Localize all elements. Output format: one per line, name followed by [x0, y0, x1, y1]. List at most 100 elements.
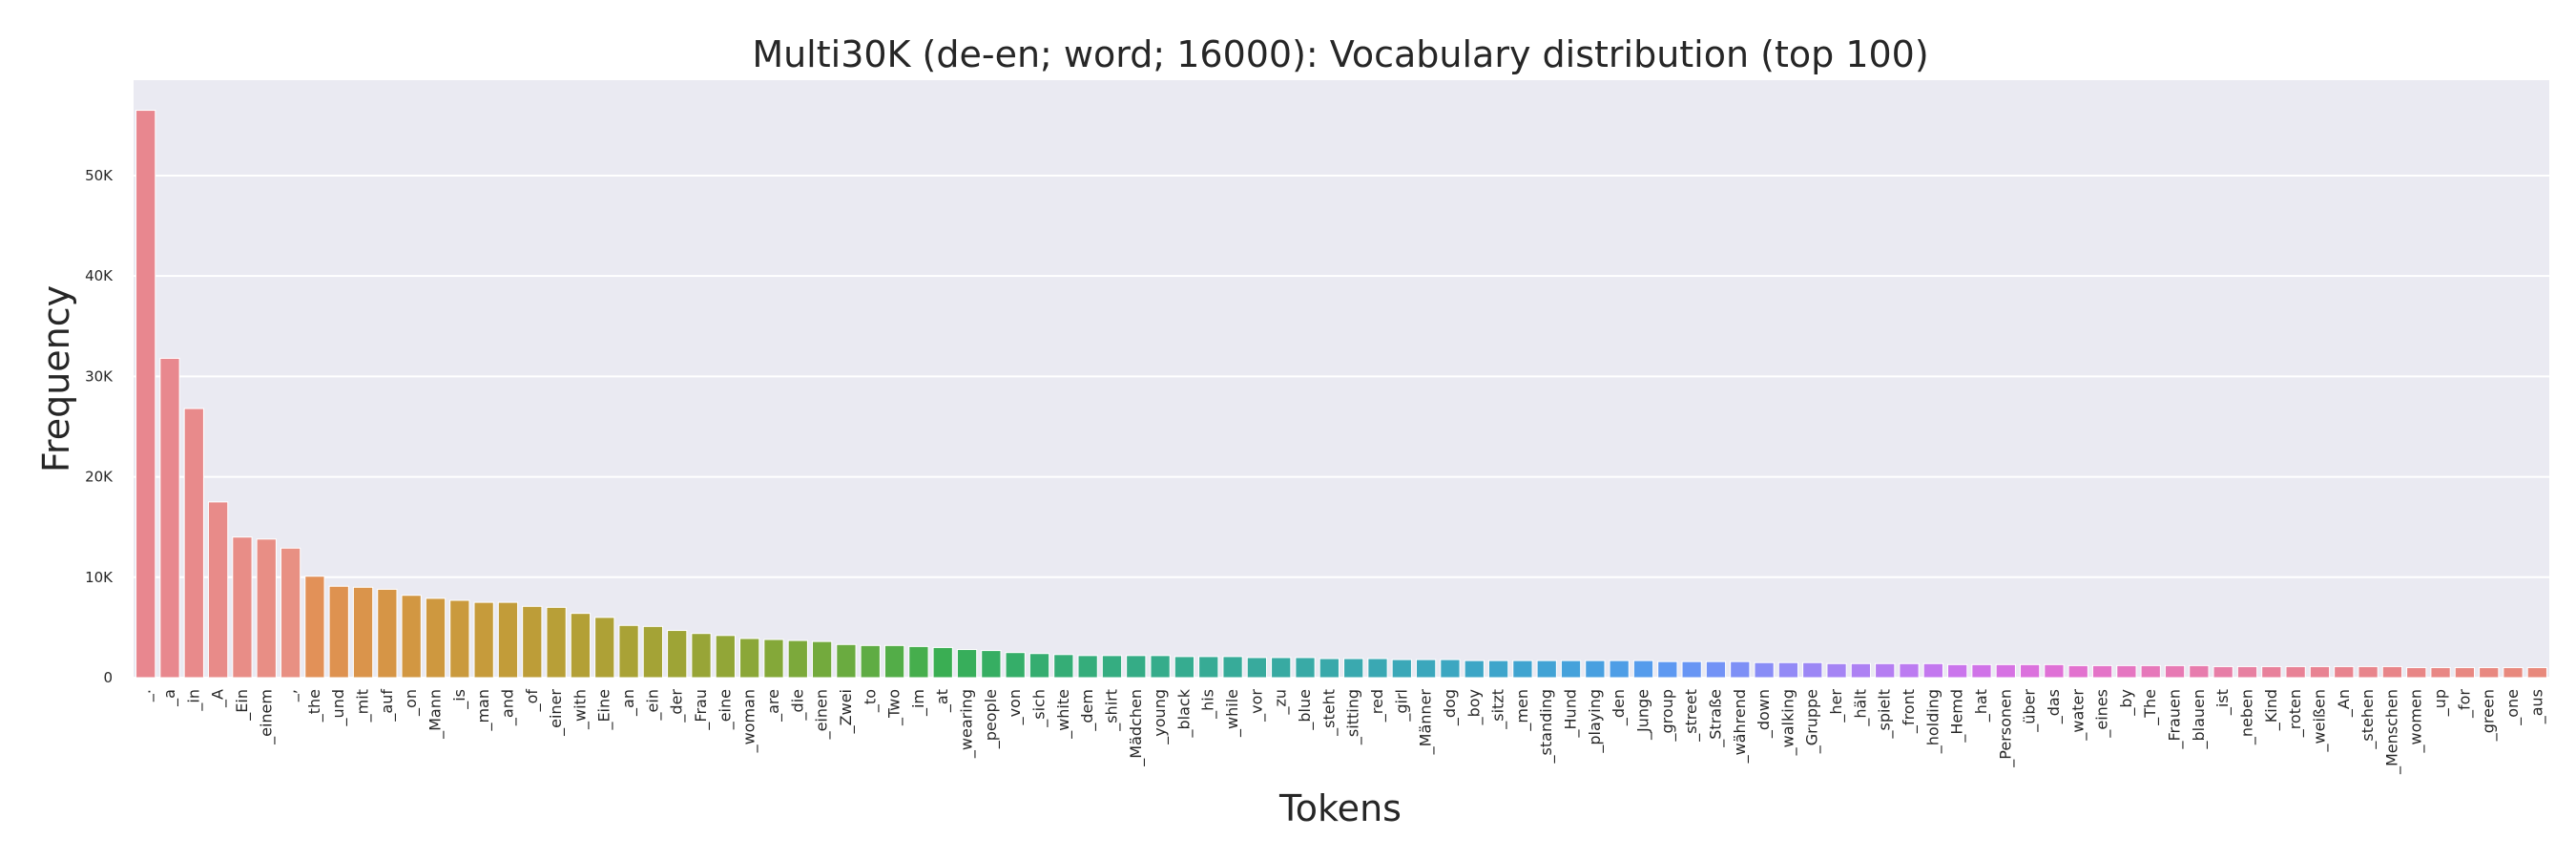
x-tick-label: _Zwei [837, 689, 856, 734]
x-tick-label: _Eine [595, 689, 614, 731]
x-tick-label: _is [450, 689, 469, 710]
bar [836, 643, 857, 679]
bar [1609, 660, 1630, 679]
bar [449, 599, 470, 679]
bar [2454, 666, 2476, 679]
bar [1053, 654, 1074, 679]
bar [1319, 658, 1340, 679]
bar [2212, 665, 2233, 679]
bar [2381, 665, 2403, 679]
x-tick-label: _Straße [1706, 689, 1725, 748]
x-tick-label: _einem [257, 689, 276, 745]
bar [1922, 662, 1943, 679]
x-tick-label: _girl [1392, 689, 1411, 723]
x-tick-label: _ist [2213, 689, 2233, 716]
x-tick-label: _red [1368, 689, 1387, 723]
x-tick-label: _, [281, 689, 301, 702]
x-tick-label: _den [1610, 689, 1629, 726]
x-tick-labels: _. _a _in _A _Ein _einem _, _the _und _mit _auf _on… [136, 688, 2547, 775]
bar [401, 595, 422, 679]
bar [883, 644, 905, 679]
y-tick-label: 30K [85, 367, 114, 385]
bar [497, 601, 519, 679]
x-tick-label: _on [402, 689, 421, 717]
x-tick-label: _in [184, 689, 203, 712]
x-tick-label: _hat [1972, 689, 1991, 723]
x-tick-label: _street [1682, 689, 1701, 743]
bar [207, 501, 229, 679]
bar [2019, 663, 2041, 679]
x-tick-label: _and [498, 689, 517, 726]
bar [1802, 661, 1823, 679]
bar [1343, 658, 1364, 679]
x-tick-label: _while [1223, 689, 1242, 738]
y-tick-label: 10K [85, 569, 114, 586]
bar [2164, 664, 2186, 679]
x-tick-label: _at [933, 689, 952, 713]
bar [1560, 660, 1582, 679]
bar [1271, 657, 1292, 679]
x-tick-label: _white [1054, 689, 1073, 740]
y-tick-label: 20K [85, 469, 114, 486]
bar [1198, 656, 1219, 679]
bar [2503, 666, 2524, 679]
bar [2309, 665, 2331, 679]
bar [570, 613, 592, 679]
bar [1101, 655, 1123, 679]
x-tick-label: _up [2431, 689, 2450, 717]
bar [1415, 659, 1437, 679]
plot-background [134, 80, 2549, 678]
x-tick-label: _Two [885, 689, 904, 726]
x-tick-label: _weißen [2310, 689, 2329, 752]
x-tick-label: _to [861, 689, 880, 713]
bar [1850, 662, 1872, 679]
x-tick-label: _sitzt [1489, 689, 1508, 730]
bar [618, 624, 639, 679]
x-tick-label: _Hemd [1948, 689, 1967, 744]
x-tick-label: _mit [354, 689, 373, 723]
x-tick-label: _Frauen [2166, 689, 2185, 750]
x-tick-label: _. [136, 689, 156, 702]
bar [763, 639, 784, 679]
bar [2358, 665, 2379, 679]
bar [352, 586, 374, 679]
bar [2526, 666, 2547, 679]
bar [1005, 652, 1026, 679]
bar [2406, 666, 2427, 679]
bar [594, 617, 615, 679]
bar [715, 635, 736, 679]
bar [2067, 664, 2088, 679]
x-tick-label: _aus [2527, 689, 2546, 724]
bar [183, 408, 204, 679]
x-axis-label: Tokens [1278, 787, 1402, 829]
bar [546, 606, 567, 679]
x-tick-label: _with [571, 689, 590, 730]
x-tick-label: _an [619, 689, 638, 717]
x-tick-label: _The [2141, 689, 2160, 726]
bar [908, 645, 929, 679]
bar [304, 576, 325, 679]
bar [2044, 663, 2065, 679]
bar [1730, 660, 1751, 679]
x-tick-label: _einer [547, 689, 566, 737]
bar [1512, 660, 1533, 679]
x-tick-label: _by [2117, 689, 2136, 717]
bar [2236, 665, 2258, 679]
bar [473, 601, 494, 679]
bar [1126, 655, 1147, 679]
x-tick-label: _people [982, 689, 1001, 749]
bar [232, 536, 253, 679]
x-tick-label: _of [523, 689, 542, 713]
x-tick-label: _down [1755, 689, 1774, 739]
bar [1440, 659, 1461, 679]
bar [1777, 661, 1799, 679]
x-tick-label: _dog [1441, 689, 1460, 726]
bar [1487, 660, 1509, 679]
bar [2261, 665, 2282, 679]
y-tick-label: 50K [85, 167, 114, 184]
bar [1295, 657, 1316, 679]
bar [2479, 666, 2500, 679]
x-tick-label: _A [209, 689, 228, 708]
x-tick-label: _über [2021, 689, 2040, 733]
